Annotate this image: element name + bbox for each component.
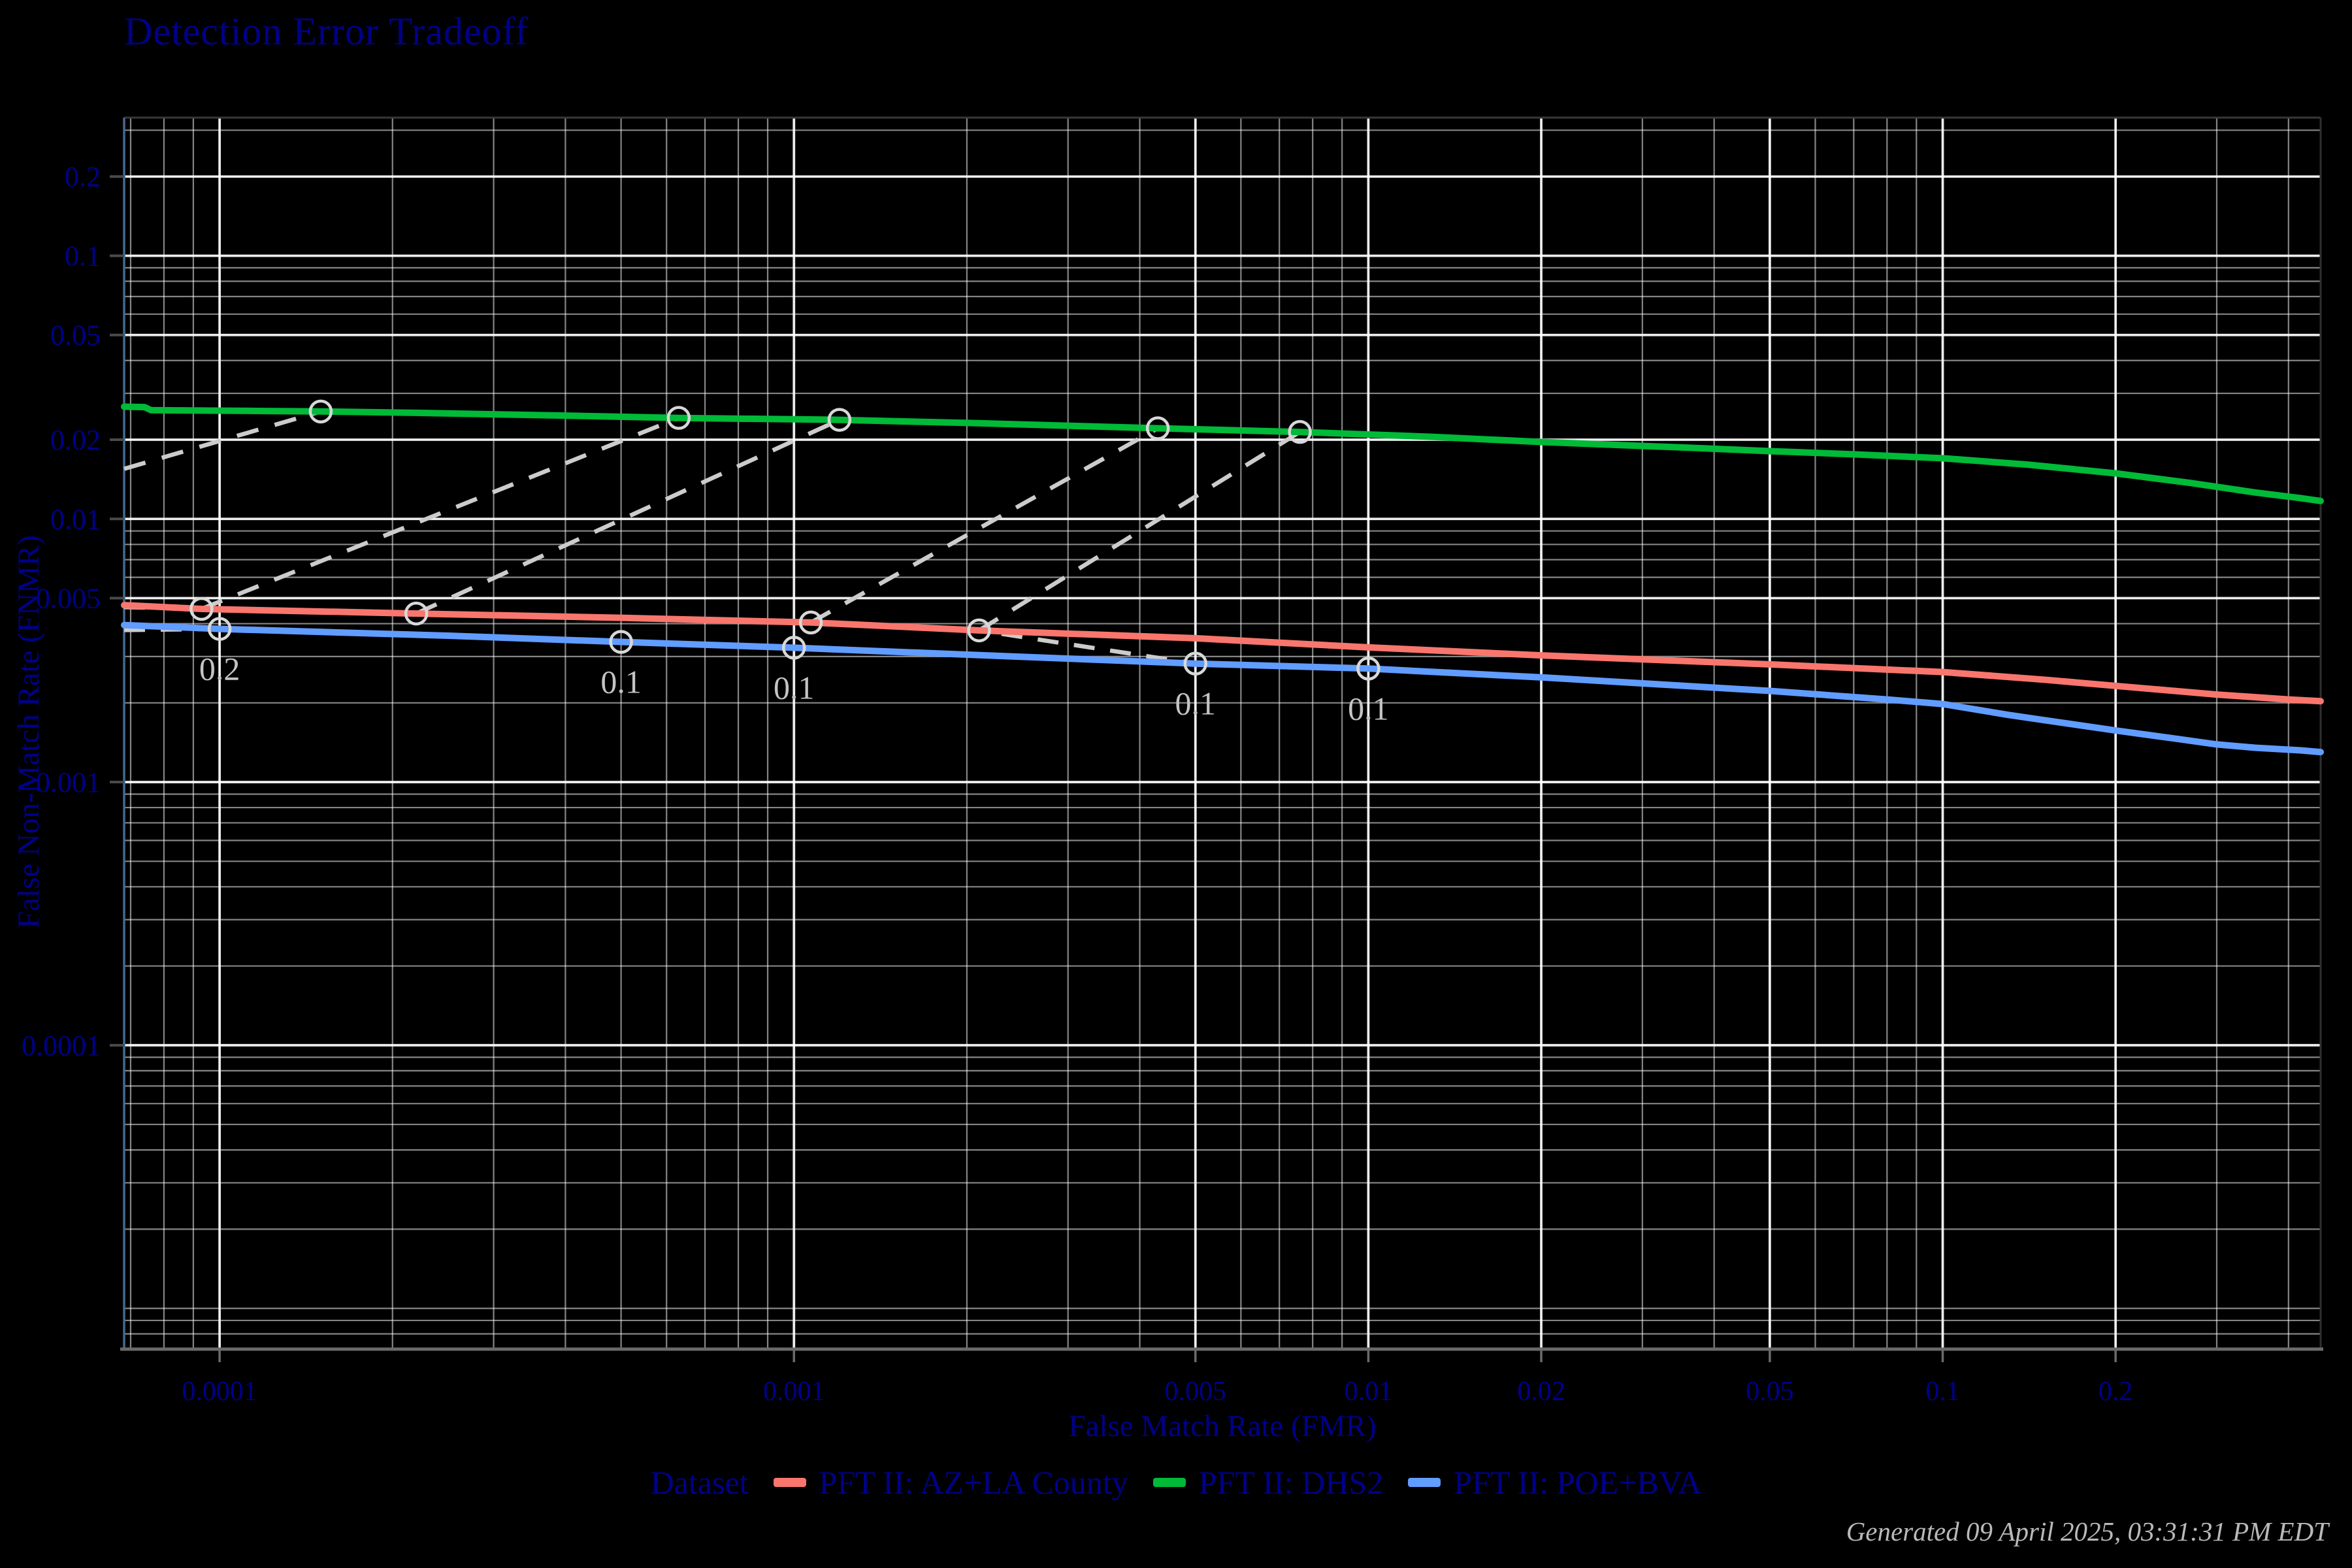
- threshold-marker-circle: [782, 636, 806, 660]
- threshold-marker-circle: [967, 618, 991, 643]
- y-tick-label: 0.1: [65, 240, 101, 272]
- legend-item-label: PFT II: AZ+LA County: [819, 1464, 1128, 1501]
- threshold-marker-circle: [666, 406, 691, 430]
- threshold-steep-dashed-line: [809, 426, 1159, 625]
- x-axis-title: False Match Rate (FMR): [1068, 1409, 1377, 1443]
- legend: Dataset PFT II: AZ+LA County PFT II: DHS2…: [0, 1463, 2352, 1501]
- threshold-value-label: 0.1: [600, 663, 642, 700]
- legend-item-1: PFT II: AZ+LA County: [773, 1463, 1128, 1501]
- legend-item-label: PFT II: POE+BVA: [1454, 1464, 1702, 1501]
- x-tick-label: 0.0001: [182, 1377, 257, 1407]
- threshold-marker-circle: [1183, 651, 1207, 676]
- legend-item-label: PFT II: DHS2: [1198, 1464, 1384, 1501]
- page-title: Detection Error Tradeoff: [124, 10, 529, 53]
- det-curve-pft-ii-poe-bva: [121, 621, 2324, 756]
- threshold-marker-circle: [1356, 657, 1380, 681]
- y-tick-label: 0.001: [36, 766, 101, 798]
- y-tick-label: 0.2: [65, 161, 101, 193]
- y-tick-label: 0.0001: [22, 1030, 101, 1062]
- legend-item-2: PFT II: DHS2: [1152, 1463, 1384, 1501]
- threshold-steep-dashed-line: [415, 417, 841, 616]
- threshold-marker-circle: [1145, 416, 1170, 440]
- threshold-marker-circle: [1288, 419, 1312, 444]
- threshold-marker-circle: [827, 408, 852, 432]
- det-curve-pft-ii-dhs2: [121, 403, 2324, 504]
- x-tick-label: 0.02: [1517, 1377, 1565, 1407]
- threshold-marker-circle: [609, 630, 633, 654]
- y-tick-label: 0.02: [50, 424, 101, 456]
- legend-swatch-icon: [1408, 1478, 1441, 1487]
- x-tick-label: 0.01: [1345, 1377, 1393, 1407]
- threshold-value-label: 0.1: [1348, 690, 1389, 727]
- threshold-marker-circle: [798, 610, 823, 635]
- y-axis-title: False Non-Match Rate (FNMR): [12, 535, 46, 928]
- threshold-marker-circle: [308, 399, 333, 424]
- y-tick-label: 0.005: [36, 583, 101, 615]
- x-tick-label: 0.001: [763, 1377, 825, 1407]
- generated-timestamp: Generated 09 April 2025, 03:31:31 PM EDT: [1846, 1516, 2328, 1546]
- y-tick-label: 0.05: [50, 319, 101, 351]
- threshold-steep-dashed-line: [977, 430, 1301, 632]
- threshold-value-label: 0.1: [774, 669, 815, 706]
- x-tick-label: 0.1: [1925, 1377, 1960, 1407]
- threshold-value-label: 0.1: [1175, 685, 1216, 722]
- legend-swatch-icon: [1152, 1478, 1186, 1487]
- threshold-marker-circle: [189, 596, 214, 621]
- det-curve-pft-ii-az-la-county: [121, 602, 2324, 705]
- threshold-steep-dashed-line: [123, 409, 321, 471]
- y-tick-label: 0.01: [50, 503, 101, 535]
- x-tick-label: 0.05: [1746, 1377, 1794, 1407]
- x-tick-label: 0.2: [2099, 1377, 2133, 1407]
- legend-title: Dataset: [650, 1464, 749, 1501]
- threshold-marker-circle: [404, 601, 429, 626]
- threshold-value-label: 0.2: [199, 651, 240, 687]
- threshold-marker-circle: [207, 617, 232, 641]
- legend-swatch-icon: [773, 1478, 806, 1487]
- threshold-steep-dashed-line: [201, 416, 680, 612]
- legend-item-3: PFT II: POE+BVA: [1408, 1463, 1701, 1501]
- x-tick-label: 0.005: [1164, 1377, 1226, 1407]
